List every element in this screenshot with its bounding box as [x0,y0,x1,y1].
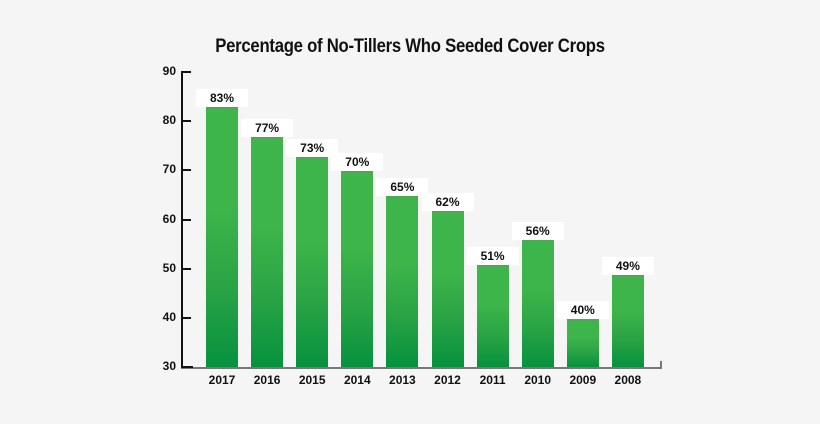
y-tick-mark [181,316,191,319]
value-label: 51% [466,246,519,265]
value-label: 83% [196,89,248,108]
x-tick-label: 2011 [479,373,506,387]
bar-2011 [476,263,509,367]
x-axis-end-tick [660,361,662,369]
y-tick-mark [181,366,193,368]
bar-2012 [431,209,464,367]
bar-2017 [206,106,238,367]
y-tick-label: 80 [162,113,176,128]
value-label: 73% [286,138,339,157]
x-tick-label: 2014 [343,373,371,387]
value-label: 77% [241,118,294,137]
y-tick-label: 30 [162,359,176,373]
bar-top-shadow [476,263,509,267]
bar-2010 [521,239,554,367]
y-tick-mark [181,218,191,221]
y-tick-label: 50 [162,260,176,275]
bar-2008 [611,273,644,367]
bar-2015 [296,155,329,367]
y-tick-mark [181,169,191,172]
bar-2009 [566,317,599,367]
bar-top-shadow [296,155,329,159]
value-label: 65% [376,177,429,196]
y-tick-label: 60 [162,211,176,226]
y-tick-mark [181,71,191,73]
x-axis-line [181,367,662,369]
y-tick-mark [181,120,191,123]
bar-top-shadow [431,209,464,213]
y-tick-label: 70 [162,162,176,177]
bar-top-shadow [386,194,419,198]
y-tick-mark [181,267,191,270]
bar-top-shadow [341,170,374,174]
bar-top-shadow [251,135,284,139]
x-tick-label: 2008 [614,373,642,387]
value-label: 70% [331,153,384,172]
bar-top-shadow [206,106,238,110]
x-tick-label: 2016 [253,373,281,387]
x-tick-label: 2015 [298,373,326,387]
value-label: 40% [556,300,609,319]
bar-2016 [251,135,284,367]
bar-2014 [341,170,374,367]
bar-top-shadow [611,273,644,277]
y-tick-label: 90 [162,64,176,78]
x-tick-label: 2010 [524,373,552,387]
value-label: 62% [421,192,474,211]
x-tick-label: 2017 [208,373,236,387]
value-label: 49% [601,256,654,275]
x-tick-label: 2012 [434,373,461,387]
x-tick-label: 2013 [389,373,416,387]
y-tick-label: 40 [162,309,176,324]
value-label: 56% [511,222,564,241]
bar-2013 [386,194,419,367]
bar-top-shadow [521,239,554,243]
x-tick-label: 2009 [569,373,597,387]
chart-title: Percentage of No-Tillers Who Seeded Cove… [215,36,605,57]
bar-top-shadow [566,317,599,321]
